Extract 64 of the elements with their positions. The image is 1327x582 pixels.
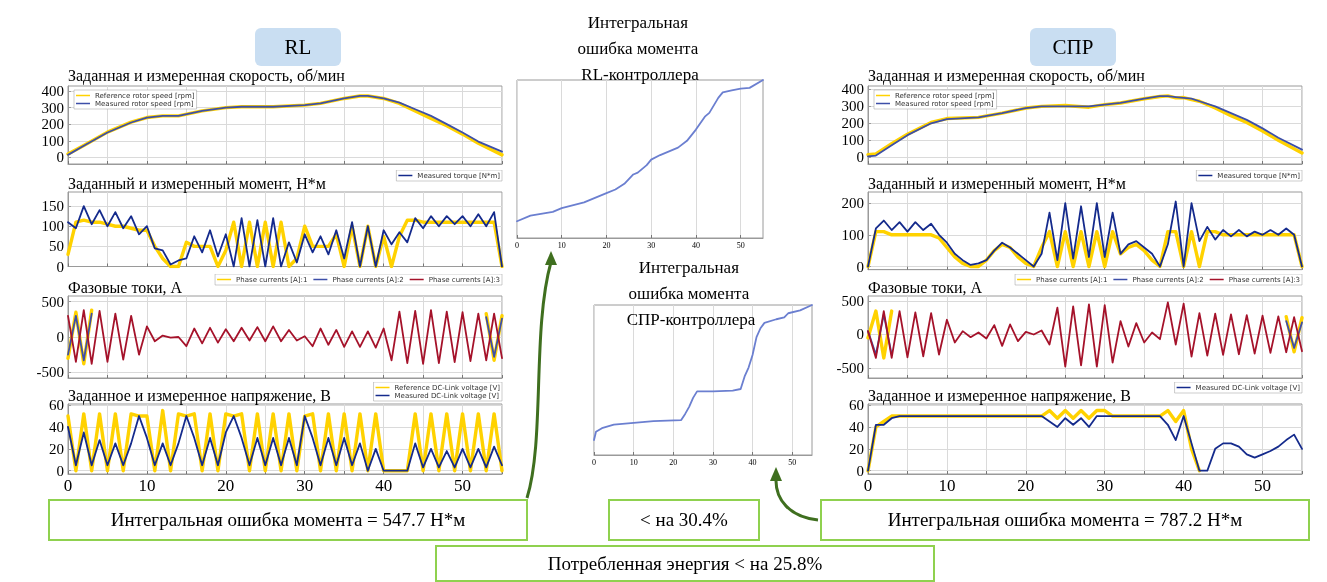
text: СПР (1030, 28, 1116, 66)
y-tick-label: 40 (849, 418, 864, 435)
y-tick-label: 100 (41, 218, 64, 235)
x-tick-label: 20 (1017, 476, 1035, 495)
x-tick-label: 40 (691, 240, 700, 250)
chart-title: Заданная и измеренная скорость, об/мин (68, 66, 346, 85)
y-tick-label: 0 (56, 329, 64, 345)
chart-title: Фазовые токи, А (68, 278, 183, 296)
y-tick-label: 500 (41, 293, 64, 310)
y-tick-label: 500 (841, 293, 864, 310)
y-tick-label: 150 (41, 198, 64, 215)
x-tick-label: 50 (788, 457, 797, 467)
x-tick-label: 50 (736, 240, 745, 250)
y-tick-label: 0 (856, 326, 864, 343)
y-tick-label: 100 (41, 132, 64, 149)
x-tick-label: 10 (138, 476, 156, 495)
chart-title: Фазовые токи, А (868, 278, 983, 296)
chart-title: Интегральная ошибка момента СПР-контроллера (626, 257, 756, 329)
chart-title: Заданное и измеренное напряжение, В (68, 386, 331, 405)
y-tick-label: 100 (841, 132, 864, 149)
y-tick-label: 0 (56, 149, 64, 166)
text: Потребленная энергия < на 25.8% (435, 545, 935, 582)
y-tick-label: 300 (41, 99, 64, 116)
x-tick-label: 20 (669, 457, 678, 467)
text: < на 30.4% (608, 499, 760, 541)
x-tick-label: 40 (748, 457, 757, 467)
chart-title: Интегральная ошибка момента RL-контроллера (577, 12, 703, 84)
y-tick-label: -500 (36, 364, 64, 381)
x-tick-label: 10 (938, 476, 956, 495)
x-tick-label: 0 (592, 457, 596, 467)
text: Интегральная ошибка момента = 547.7 Н*м (48, 499, 528, 541)
chart-title: Заданная и измеренная скорость, об/мин (868, 66, 1146, 85)
y-tick-label: 300 (841, 98, 864, 115)
x-tick-label: 30 (708, 457, 717, 467)
chart-title: Заданный и измеренный момент, Н*м (68, 174, 326, 193)
x-tick-label: 40 (375, 476, 393, 495)
x-tick-label: 10 (557, 240, 566, 250)
x-tick-label: 30 (296, 476, 314, 495)
x-tick-label: 50 (454, 476, 472, 495)
chart-title: Заданный и измеренный момент, Н*м (868, 174, 1126, 193)
y-tick-label: 60 (49, 397, 64, 414)
y-tick-label: 0 (856, 149, 864, 166)
y-tick-label: 100 (841, 226, 864, 243)
y-tick-label: 200 (41, 116, 64, 133)
y-tick-label: 0 (56, 258, 64, 275)
y-tick-label: 60 (849, 397, 864, 414)
y-tick-label: 200 (841, 115, 864, 132)
x-tick-label: 30 (647, 240, 656, 250)
x-tick-label: 30 (1096, 476, 1114, 495)
x-tick-label: 40 (1175, 476, 1193, 495)
text: RL (255, 28, 341, 66)
x-tick-label: 50 (1254, 476, 1272, 495)
x-tick-label: 0 (515, 240, 519, 250)
y-tick-label: -500 (836, 359, 864, 376)
y-tick-label: 200 (841, 195, 864, 212)
y-tick-label: 400 (41, 82, 64, 99)
chart-title: Заданное и измеренное напряжение, В (868, 386, 1131, 405)
y-tick-label: 0 (856, 258, 864, 275)
y-tick-label: 400 (841, 81, 864, 98)
x-tick-label: 20 (602, 240, 611, 250)
text: Интегральная ошибка момента = 787.2 Н*м (820, 499, 1310, 541)
x-tick-label: 10 (629, 457, 638, 467)
x-tick-label: 20 (217, 476, 235, 495)
y-tick-label: 40 (49, 418, 64, 435)
